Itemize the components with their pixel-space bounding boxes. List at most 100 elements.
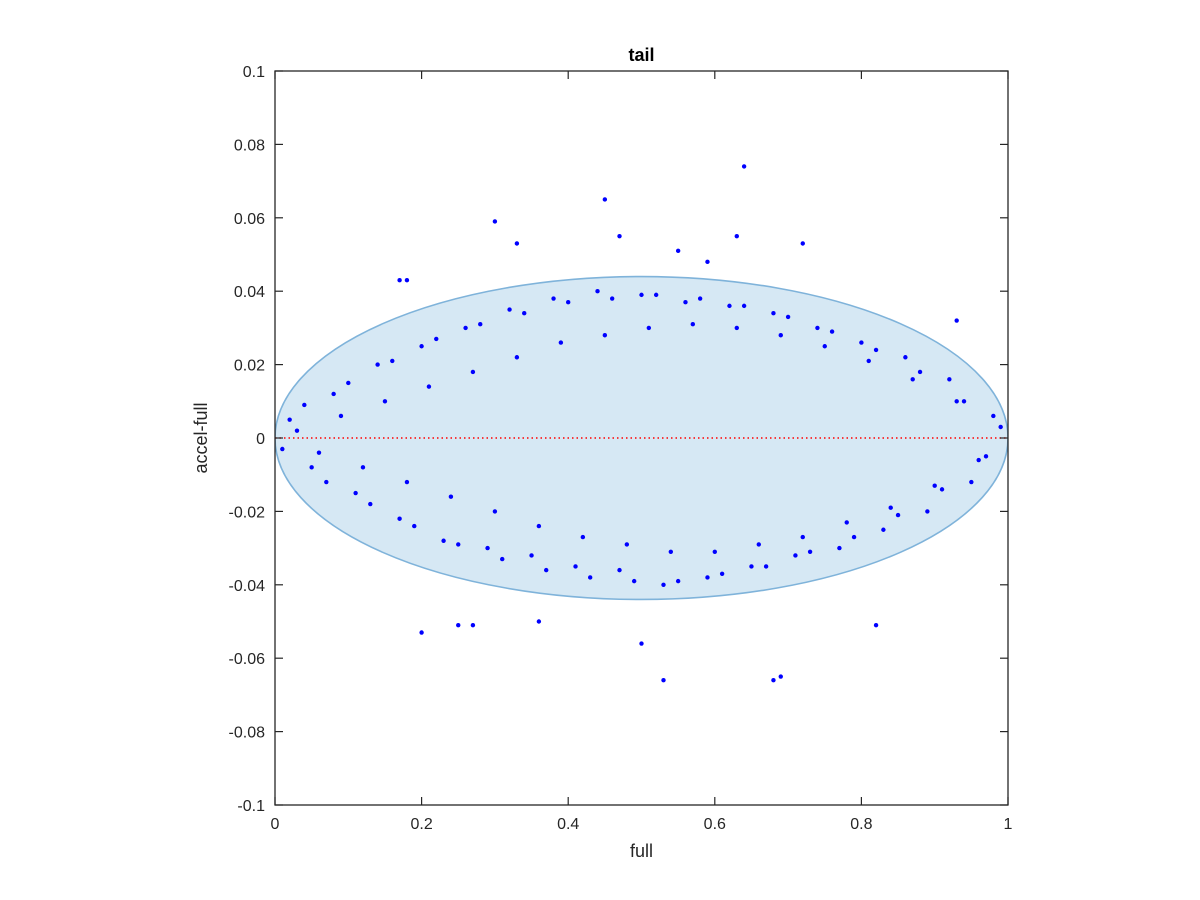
data-point bbox=[419, 630, 424, 635]
data-point bbox=[529, 553, 534, 558]
data-point bbox=[602, 333, 608, 338]
data-point bbox=[595, 289, 600, 294]
data-point bbox=[851, 534, 857, 540]
data-point bbox=[895, 512, 901, 518]
data-point bbox=[932, 483, 937, 488]
confidence-ellipse bbox=[275, 275, 1008, 601]
data-point bbox=[741, 164, 747, 169]
data-point bbox=[983, 454, 989, 459]
data-point bbox=[793, 553, 798, 558]
data-point bbox=[800, 534, 805, 540]
data-point bbox=[470, 369, 476, 375]
data-point bbox=[324, 479, 329, 485]
data-point bbox=[771, 311, 776, 316]
y-tick-label: -0.04 bbox=[229, 578, 266, 595]
data-point bbox=[456, 542, 461, 547]
data-point bbox=[404, 479, 410, 485]
data-point bbox=[412, 523, 417, 529]
data-point bbox=[653, 292, 659, 298]
data-point bbox=[939, 487, 945, 492]
data-point bbox=[617, 233, 622, 239]
data-point bbox=[536, 619, 542, 624]
data-point bbox=[771, 678, 776, 683]
data-point bbox=[397, 516, 402, 521]
data-point bbox=[478, 322, 483, 327]
x-tick-label: 0.8 bbox=[850, 816, 872, 833]
data-point bbox=[338, 413, 344, 419]
data-point bbox=[558, 340, 564, 345]
data-point bbox=[492, 219, 498, 224]
data-point bbox=[573, 564, 578, 569]
data-point bbox=[822, 344, 827, 349]
data-point bbox=[566, 300, 571, 305]
data-point bbox=[375, 362, 380, 367]
data-point bbox=[404, 277, 410, 283]
x-tick-label: 0.6 bbox=[704, 816, 726, 833]
x-tick-label: 0.2 bbox=[410, 816, 432, 833]
data-point bbox=[470, 622, 476, 628]
data-point bbox=[683, 300, 688, 305]
data-point bbox=[514, 355, 520, 360]
data-point bbox=[690, 322, 696, 327]
data-point bbox=[991, 413, 996, 419]
data-point bbox=[580, 534, 586, 540]
x-tick-label: 1 bbox=[1004, 816, 1013, 833]
data-point bbox=[969, 479, 974, 485]
x-axis-ticks: 0 0.2 0.4 0.6 0.8 1 bbox=[271, 71, 1013, 833]
data-point bbox=[829, 329, 835, 334]
data-point bbox=[609, 296, 615, 301]
data-point bbox=[346, 380, 351, 386]
data-point bbox=[734, 325, 739, 331]
data-point bbox=[785, 314, 791, 320]
data-point bbox=[639, 292, 644, 298]
y-tick-label: 0.06 bbox=[234, 211, 265, 228]
data-point bbox=[859, 340, 864, 345]
data-point bbox=[763, 564, 769, 569]
data-point bbox=[294, 428, 300, 433]
data-point bbox=[536, 523, 542, 529]
y-tick-label: 0.02 bbox=[234, 358, 265, 375]
data-point bbox=[675, 578, 681, 584]
data-point bbox=[514, 241, 520, 246]
data-point bbox=[675, 248, 681, 254]
y-tick-label: 0 bbox=[256, 431, 265, 448]
y-tick-label: -0.02 bbox=[229, 504, 266, 521]
x-axis-title: full bbox=[630, 841, 653, 861]
data-point bbox=[287, 417, 292, 422]
data-point bbox=[661, 582, 666, 587]
data-point bbox=[961, 399, 967, 404]
chart-title: tail bbox=[628, 45, 654, 65]
data-point bbox=[954, 399, 959, 404]
data-point bbox=[881, 527, 886, 532]
y-axis-title: accel-full bbox=[191, 402, 211, 473]
data-point bbox=[551, 296, 556, 301]
data-point bbox=[734, 233, 739, 239]
data-point bbox=[587, 575, 593, 580]
data-point bbox=[419, 344, 424, 349]
data-point bbox=[434, 336, 439, 342]
y-axis-ticks: -0.1 -0.08 -0.06 -0.04 -0.02 0 0.02 0.04 0.06 0.0… bbox=[229, 64, 1008, 815]
data-point bbox=[778, 674, 783, 679]
data-point bbox=[382, 399, 388, 404]
data-point bbox=[646, 325, 652, 331]
y-tick-label: 0.08 bbox=[234, 137, 265, 154]
data-point bbox=[426, 384, 432, 389]
data-point bbox=[544, 567, 549, 573]
y-tick-label: 0.04 bbox=[234, 284, 265, 301]
data-point bbox=[500, 556, 505, 562]
data-point bbox=[866, 358, 871, 364]
data-point bbox=[925, 509, 930, 514]
data-point bbox=[837, 545, 842, 551]
data-point bbox=[778, 333, 783, 338]
data-point bbox=[309, 465, 314, 470]
data-point bbox=[368, 501, 373, 507]
data-point bbox=[302, 402, 307, 408]
plot-content bbox=[275, 164, 1008, 683]
data-point bbox=[639, 641, 644, 646]
data-point bbox=[280, 446, 285, 452]
data-point bbox=[456, 622, 461, 628]
data-point bbox=[463, 325, 468, 331]
data-point bbox=[624, 542, 630, 547]
data-point bbox=[441, 538, 446, 543]
data-point bbox=[485, 545, 490, 551]
